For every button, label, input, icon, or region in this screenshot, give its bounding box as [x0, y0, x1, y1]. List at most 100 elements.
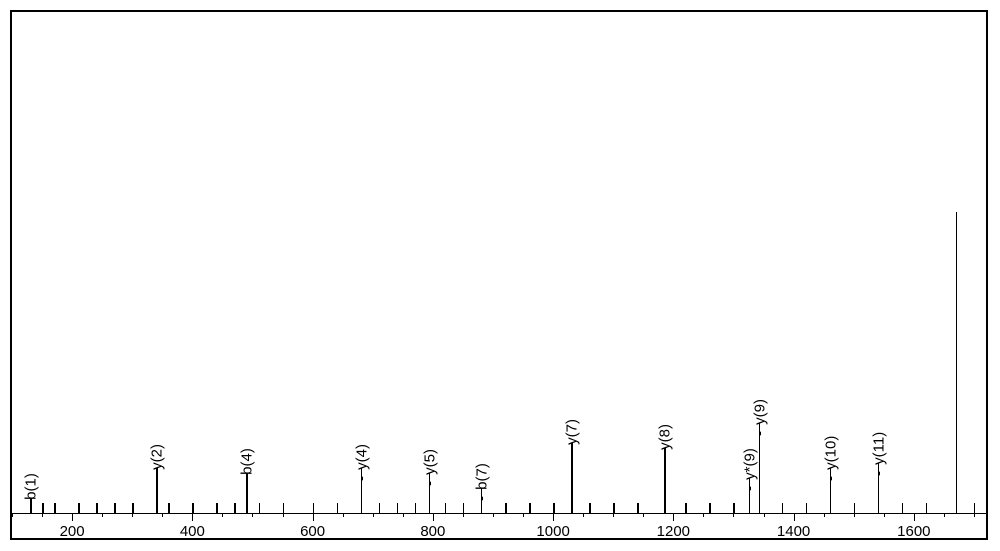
spectrum-peak [216, 503, 218, 513]
spectrum-peak [54, 503, 56, 513]
peak-label: - b(1) [23, 473, 40, 511]
spectrum-peak [78, 503, 80, 513]
peak-label-text: y(10) [822, 435, 839, 469]
peak-label-text: b(1) [23, 473, 40, 500]
x-tick-label: 1400 [777, 523, 810, 540]
mass-spectrum-plot: 2004006008001000120014001600- b(1)- y(2)… [12, 12, 986, 538]
spectrum-peak [397, 503, 399, 513]
x-major-tick [72, 513, 73, 521]
spectrum-peak [313, 503, 315, 513]
spectrum-peak [806, 503, 808, 513]
peak-label-dash: - [23, 500, 40, 511]
x-minor-tick [764, 513, 765, 517]
x-minor-tick [703, 513, 704, 517]
peak-label: - y(9) [751, 399, 768, 436]
x-minor-tick [12, 513, 13, 517]
peak-label-text: y(5) [421, 449, 438, 475]
spectrum-peak [974, 503, 976, 513]
peak-label-text: y(4) [353, 444, 370, 470]
spectrum-peak [337, 503, 339, 513]
x-minor-tick [222, 513, 223, 517]
peak-label-dash: - [741, 480, 758, 491]
spectrum-peak [956, 212, 958, 512]
peak-label-text: y*(9) [741, 448, 758, 480]
peak-label-dash: - [657, 449, 674, 460]
peak-label: - b(7) [473, 463, 490, 501]
x-tick-label: 1600 [897, 523, 930, 540]
x-tick-label: 1200 [657, 523, 690, 540]
peak-label: - y(2) [149, 444, 166, 481]
peak-label-text: y(11) [870, 431, 887, 464]
x-minor-tick [733, 513, 734, 517]
peak-label-text: y(7) [564, 419, 581, 445]
peak-label: - y(5) [421, 449, 438, 486]
x-minor-tick [824, 513, 825, 517]
x-major-tick [673, 513, 674, 521]
spectrum-peak [234, 503, 236, 513]
x-minor-tick [463, 513, 464, 517]
peak-label: - y(11) [870, 431, 887, 475]
spectrum-peak [168, 503, 170, 513]
spectrum-peak [259, 503, 261, 513]
spectrum-peak [96, 503, 98, 513]
x-tick-label: 600 [300, 523, 325, 540]
peak-label-dash: - [473, 490, 490, 501]
x-major-tick [914, 513, 915, 521]
spectrum-peak [613, 503, 615, 513]
spectrum-peak [709, 503, 711, 513]
x-tick-label: 800 [420, 523, 445, 540]
x-tick-label: 400 [180, 523, 205, 540]
spectrum-peak [782, 503, 784, 513]
x-minor-tick [583, 513, 584, 517]
peak-label-dash: - [751, 424, 768, 435]
peak-label-text: y(9) [751, 399, 768, 425]
spectrum-peak [733, 503, 735, 513]
x-minor-tick [854, 513, 855, 517]
spectrum-peak [445, 503, 447, 513]
spectrum-peak [902, 503, 904, 513]
x-minor-tick [944, 513, 945, 517]
peak-label-dash: - [564, 444, 581, 455]
peak-label: - y(10) [822, 435, 839, 480]
x-minor-tick [613, 513, 614, 517]
spectrum-peak [529, 503, 531, 513]
peak-label-dash: - [822, 470, 839, 481]
x-major-tick [794, 513, 795, 521]
peak-label-dash: - [353, 470, 370, 481]
peak-label-text: b(4) [239, 448, 256, 475]
peak-label-dash: - [870, 465, 887, 476]
peak-label: - y(4) [353, 444, 370, 481]
x-minor-tick [523, 513, 524, 517]
peak-label-text: y(2) [149, 444, 166, 470]
spectrum-peak [685, 503, 687, 513]
spectrum-peak [926, 503, 928, 513]
peak-label: - y(7) [564, 419, 581, 456]
spectrum-peak [759, 423, 761, 513]
x-minor-tick [403, 513, 404, 517]
spectrum-peak [637, 503, 639, 513]
x-major-tick [192, 513, 193, 521]
spectrum-peak [132, 503, 134, 513]
spectrum-peak [114, 503, 116, 513]
x-minor-tick [132, 513, 133, 517]
peak-label-text: y(8) [657, 424, 674, 450]
x-major-tick [553, 513, 554, 521]
peak-label-dash: - [239, 475, 256, 486]
peak-label: - b(4) [239, 448, 256, 486]
x-minor-tick [252, 513, 253, 517]
x-minor-tick [162, 513, 163, 517]
spectrum-peak [589, 503, 591, 513]
x-minor-tick [373, 513, 374, 517]
x-minor-tick [884, 513, 885, 517]
spectrum-peak [505, 503, 507, 513]
x-minor-tick [343, 513, 344, 517]
x-minor-tick [42, 513, 43, 517]
spectrum-peak [379, 503, 381, 513]
spectrum-peak [553, 503, 555, 513]
x-major-tick [313, 513, 314, 521]
peak-label: - y*(9) [741, 448, 758, 491]
spectrum-peak [192, 503, 194, 513]
x-minor-tick [283, 513, 284, 517]
peak-label: - y(8) [657, 424, 674, 461]
spectrum-peak [415, 503, 417, 513]
